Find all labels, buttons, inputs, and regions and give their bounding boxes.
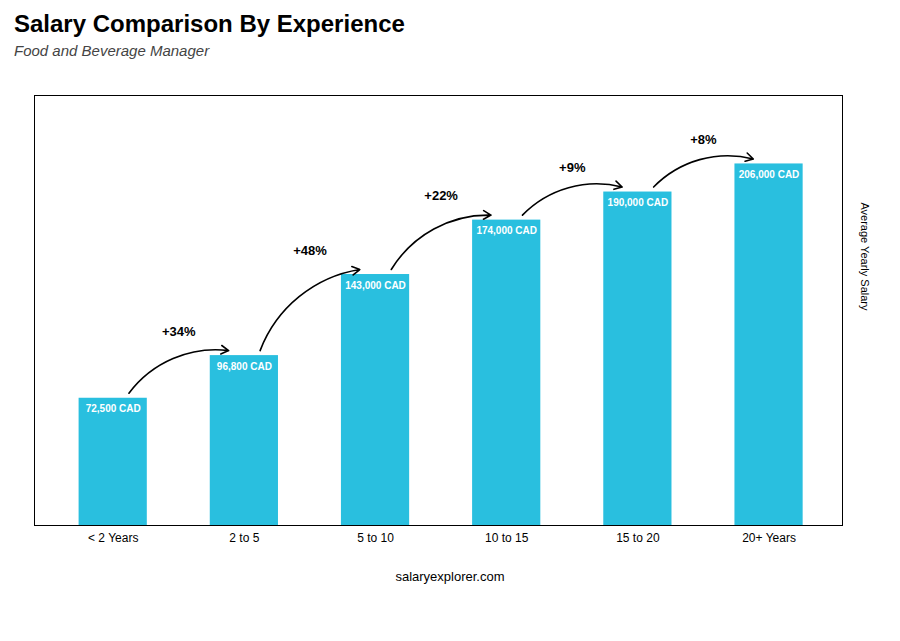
- svg-text:15 to 20: 15 to 20: [616, 531, 660, 545]
- html-text:salaryexplorer.com: salaryexplorer.com: [395, 569, 505, 584]
- svg-text:206,000 CAD: 206,000 CAD: [739, 169, 800, 180]
- svg-text:+34%: +34%: [162, 324, 196, 339]
- svg-text:+22%: +22%: [424, 188, 458, 203]
- svg-text:174,000 CAD: 174,000 CAD: [476, 225, 537, 236]
- svg-text:5 to 10: 5 to 10: [357, 531, 394, 545]
- svg-text:2 to 5: 2 to 5: [229, 531, 259, 545]
- svg-text:190,000 CAD: 190,000 CAD: [608, 197, 669, 208]
- html-text:Salary Comparison By Experienc: Salary Comparison By Experience: [14, 10, 405, 37]
- svg-text:< 2 Years: < 2 Years: [88, 531, 138, 545]
- svg-text:20+ Years: 20+ Years: [742, 531, 796, 545]
- svg-text:+48%: +48%: [293, 243, 327, 258]
- svg-text:+9%: +9%: [559, 160, 586, 175]
- html-text:Food and Beverage Manager: Food and Beverage Manager: [14, 42, 210, 59]
- svg-text:143,000 CAD: 143,000 CAD: [345, 280, 406, 291]
- svg-text:96,800 CAD: 96,800 CAD: [217, 361, 272, 372]
- svg-text:10 to 15: 10 to 15: [485, 531, 529, 545]
- svg-text:Average Yearly Salary: Average Yearly Salary: [859, 202, 871, 311]
- svg-text:72,500 CAD: 72,500 CAD: [86, 403, 141, 414]
- svg-text:+8%: +8%: [690, 132, 717, 147]
